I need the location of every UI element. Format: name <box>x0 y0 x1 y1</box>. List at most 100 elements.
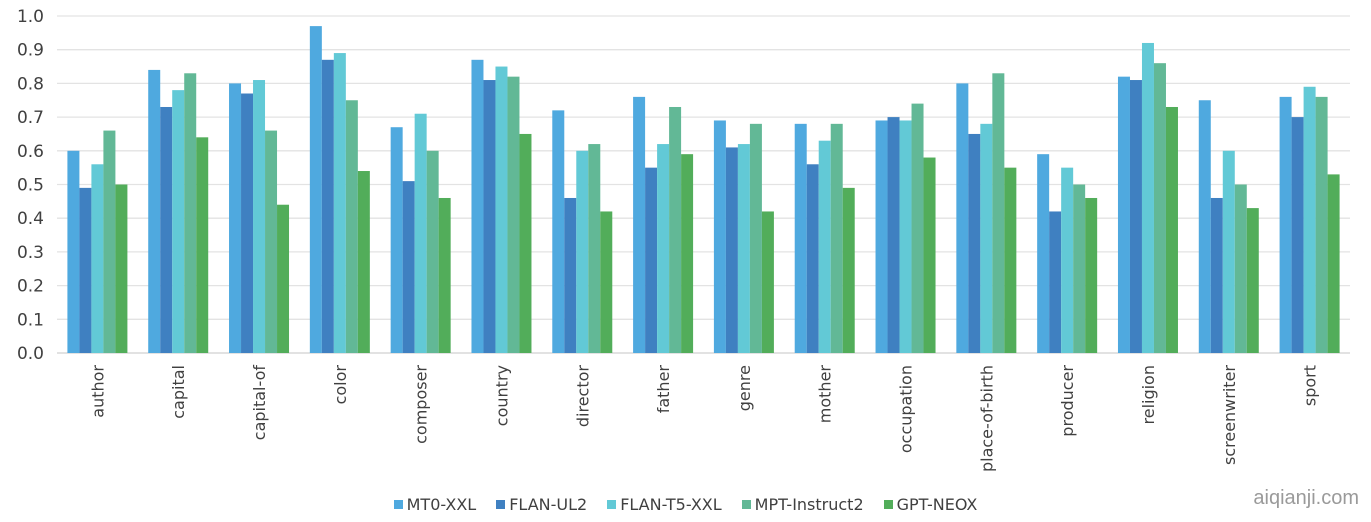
bar: FLAN-T5-XXL / author: 0.56 <box>91 164 104 353</box>
x-tick-label: director <box>573 365 592 428</box>
legend-swatch <box>607 500 617 509</box>
bar: MPT-Instruct2 / screenwriter: 0.5 <box>1234 184 1247 353</box>
y-tick-label: 0.0 <box>17 344 44 364</box>
bar: MPT-Instruct2 / mother: 0.68 <box>830 123 843 353</box>
bar: FLAN-UL2 / mother: 0.56 <box>806 164 819 353</box>
bar: FLAN-UL2 / religion: 0.81 <box>1129 80 1142 353</box>
bar: FLAN-T5-XXL / capital: 0.78 <box>172 90 185 353</box>
bar: MPT-Instruct2 / genre: 0.68 <box>749 123 762 353</box>
x-tick-label: author <box>88 365 107 418</box>
bar: FLAN-UL2 / color: 0.87 <box>321 59 334 354</box>
bar: FLAN-T5-XXL / place-of-birth: 0.68 <box>980 123 993 353</box>
bar: MPT-Instruct2 / author: 0.66 <box>103 130 116 353</box>
bar: GPT-NEOX / country: 0.65 <box>519 133 532 353</box>
bar: FLAN-T5-XXL / country: 0.85 <box>495 66 508 354</box>
x-tick-label: genre <box>735 365 754 411</box>
legend-item: MT0-XXL <box>393 495 477 514</box>
x-tick-label: place-of-birth <box>977 365 996 472</box>
y-tick-label: 0.4 <box>17 209 44 229</box>
legend-label: FLAN-T5-XXL <box>620 495 722 514</box>
bar: GPT-NEOX / place-of-birth: 0.55 <box>1004 167 1017 353</box>
x-tick-label: father <box>654 365 673 414</box>
y-tick-label: 1.0 <box>17 7 44 27</box>
bar: GPT-NEOX / religion: 0.73 <box>1165 106 1178 354</box>
bar: MPT-Instruct2 / capital: 0.83 <box>184 73 197 353</box>
bar: FLAN-UL2 / producer: 0.42 <box>1049 211 1062 353</box>
bar: FLAN-UL2 / author: 0.49 <box>79 187 92 353</box>
bar: MT0-XXL / author: 0.6 <box>67 150 80 353</box>
x-tick-label: screenwriter <box>1220 365 1239 465</box>
bar: MPT-Instruct2 / place-of-birth: 0.83 <box>992 73 1005 353</box>
bar: MT0-XXL / color: 0.97 <box>309 26 322 354</box>
bar: FLAN-UL2 / capital: 0.73 <box>160 106 173 354</box>
bar: MT0-XXL / genre: 0.69 <box>713 120 726 353</box>
legend-label: MT0-XXL <box>406 495 477 514</box>
bar: GPT-NEOX / color: 0.54 <box>357 171 370 353</box>
x-tick-label: occupation <box>897 365 916 453</box>
bar: MPT-Instruct2 / producer: 0.5 <box>1073 184 1086 353</box>
bar: GPT-NEOX / capital: 0.64 <box>196 137 209 353</box>
bar: GPT-NEOX / occupation: 0.58 <box>923 157 936 353</box>
x-tick-label: sport <box>1301 365 1320 406</box>
bar: MT0-XXL / occupation: 0.69 <box>875 120 888 353</box>
x-tick-label: producer <box>1058 365 1077 437</box>
bar: FLAN-UL2 / director: 0.46 <box>564 197 577 353</box>
bar: GPT-NEOX / mother: 0.49 <box>842 187 855 353</box>
x-tick-label: mother <box>816 365 835 424</box>
bar: FLAN-UL2 / country: 0.81 <box>483 80 496 353</box>
bar: MT0-XXL / sport: 0.76 <box>1279 96 1292 353</box>
x-tick-label: color <box>331 365 350 405</box>
legend-label: GPT-NEOX <box>896 495 978 514</box>
bar: FLAN-T5-XXL / screenwriter: 0.6 <box>1222 150 1235 353</box>
bar: MPT-Instruct2 / capital-of: 0.66 <box>265 130 278 353</box>
watermark: aiqianji.com <box>1253 487 1359 509</box>
legend-swatch <box>741 500 751 509</box>
bar: FLAN-T5-XXL / color: 0.89 <box>333 53 346 353</box>
legend-swatch <box>393 500 403 509</box>
bar: GPT-NEOX / author: 0.5 <box>115 184 128 353</box>
bar: FLAN-UL2 / genre: 0.61 <box>725 147 738 353</box>
bar: MT0-XXL / director: 0.72 <box>552 110 565 353</box>
bars: MT0-XXL / author: 0.6FLAN-UL2 / author: … <box>67 26 1340 354</box>
bar: GPT-NEOX / producer: 0.46 <box>1085 197 1098 353</box>
bar: MPT-Instruct2 / father: 0.73 <box>669 106 682 354</box>
legend-item: FLAN-UL2 <box>496 495 587 514</box>
bar: MT0-XXL / father: 0.76 <box>633 96 646 353</box>
legend-item: MPT-Instruct2 <box>741 495 864 514</box>
x-tick-label: capital-of <box>250 365 269 441</box>
bar: FLAN-UL2 / composer: 0.51 <box>402 181 415 353</box>
legend-label: MPT-Instruct2 <box>754 495 864 514</box>
bar: GPT-NEOX / director: 0.42 <box>600 211 613 353</box>
legend-item: FLAN-T5-XXL <box>607 495 722 514</box>
y-tick-label: 0.7 <box>17 108 44 128</box>
y-tick-label: 0.5 <box>17 176 44 196</box>
bar: MT0-XXL / capital-of: 0.8 <box>229 83 242 354</box>
bar: FLAN-T5-XXL / director: 0.6 <box>576 150 589 353</box>
bar: GPT-NEOX / sport: 0.53 <box>1327 174 1340 353</box>
bar: FLAN-T5-XXL / sport: 0.79 <box>1303 86 1316 354</box>
y-tick-label: 0.6 <box>17 142 44 162</box>
y-tick-label: 0.9 <box>17 41 44 61</box>
bar: FLAN-UL2 / capital-of: 0.77 <box>241 93 254 353</box>
y-axis-ticks: 0.0 0.1 0.2 0.3 0.4 0.5 0.6 0.7 0.8 0.9 1.0 <box>17 7 44 364</box>
bar: MT0-XXL / mother: 0.68 <box>794 123 807 353</box>
bar: MT0-XXL / capital: 0.84 <box>148 69 161 354</box>
bar: FLAN-T5-XXL / producer: 0.55 <box>1061 167 1074 353</box>
bar: GPT-NEOX / genre: 0.42 <box>761 211 774 353</box>
x-tick-label: country <box>492 365 511 426</box>
legend-swatch <box>883 500 893 509</box>
bar: MT0-XXL / composer: 0.67 <box>390 127 403 354</box>
bar: FLAN-T5-XXL / mother: 0.63 <box>818 140 831 353</box>
bar: FLAN-UL2 / sport: 0.7 <box>1291 117 1304 353</box>
legend-item: GPT-NEOX <box>883 495 978 514</box>
legend: MT0-XXL FLAN-UL2 FLAN-T5-XXL MPT-Instruct2 G… <box>0 495 1371 514</box>
bar: FLAN-UL2 / screenwriter: 0.46 <box>1210 197 1223 353</box>
y-tick-label: 0.2 <box>17 277 44 297</box>
legend-label: FLAN-UL2 <box>509 495 588 514</box>
y-tick-label: 0.3 <box>17 243 44 263</box>
bar: FLAN-T5-XXL / father: 0.62 <box>657 144 670 353</box>
bar: FLAN-T5-XXL / occupation: 0.69 <box>899 120 912 353</box>
y-tick-label: 0.8 <box>17 74 44 94</box>
bar: GPT-NEOX / father: 0.59 <box>681 154 694 353</box>
bar: MPT-Instruct2 / country: 0.82 <box>507 76 520 353</box>
